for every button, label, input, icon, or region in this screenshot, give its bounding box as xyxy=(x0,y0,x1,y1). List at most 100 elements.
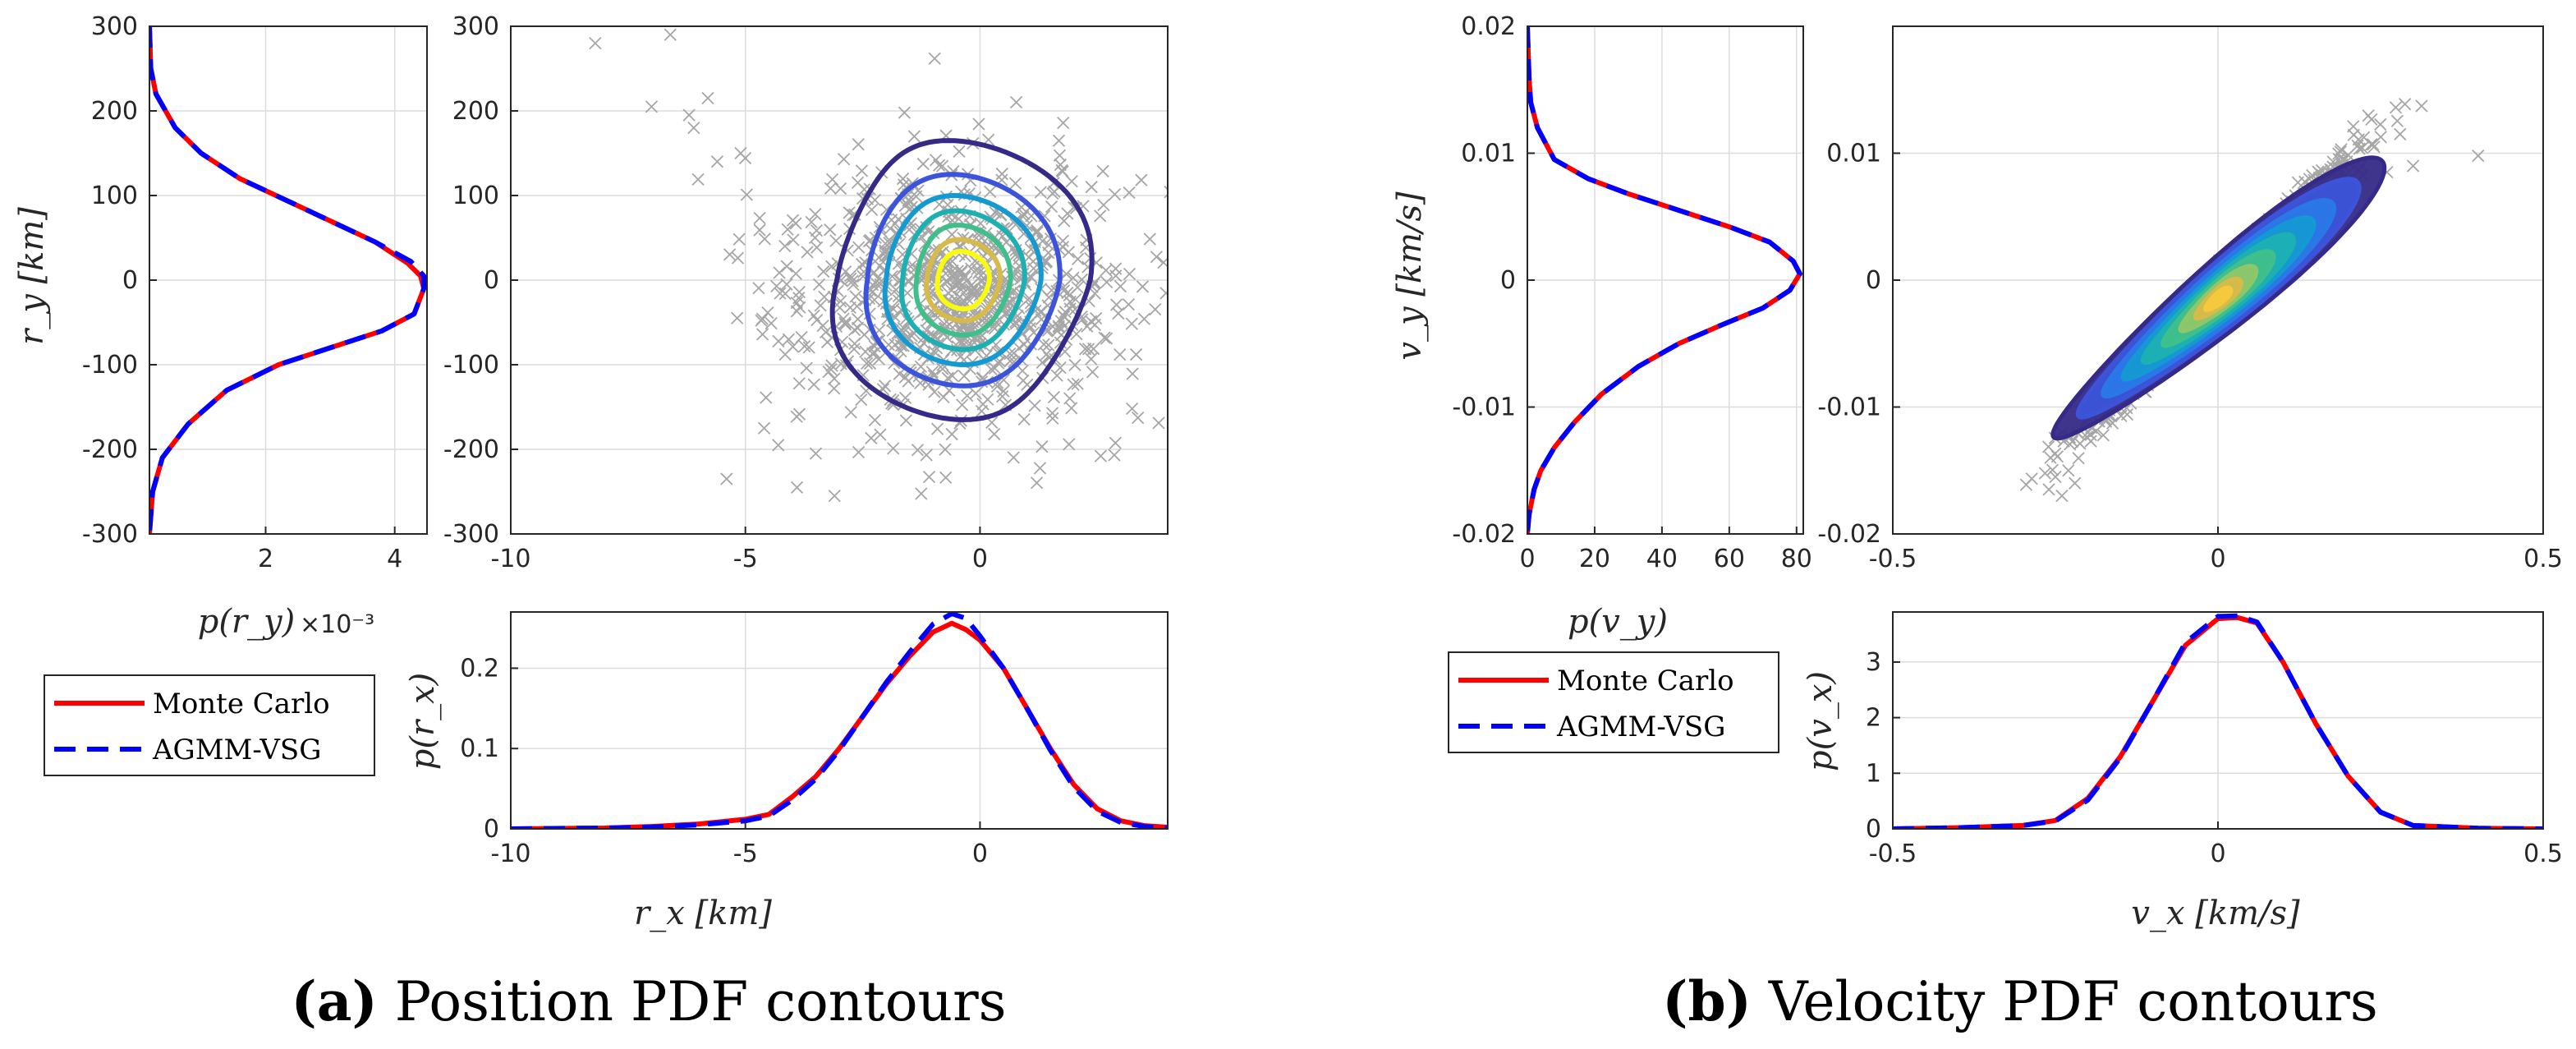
scatter-point xyxy=(1065,175,1078,188)
scatter-point xyxy=(2367,138,2380,151)
caption-b: (b) Velocity PDF contours xyxy=(1662,969,2377,1033)
scatter-point xyxy=(1053,149,1067,162)
scatter-point xyxy=(792,285,806,299)
scatter-point xyxy=(782,333,796,346)
series-line-agmm-vsg xyxy=(149,26,427,534)
scatter-point xyxy=(856,258,869,271)
scatter-point xyxy=(852,241,866,254)
scatter-point xyxy=(807,309,820,322)
scatter-point xyxy=(1040,347,1054,361)
scatter-point xyxy=(1183,382,1195,393)
x-tick-label: 0.5 xyxy=(2523,840,2563,868)
scatter-point xyxy=(1034,186,1047,199)
x-tick-label: -0.5 xyxy=(1869,545,1917,573)
scatter-point xyxy=(2062,464,2075,477)
y-tick-label: 3 xyxy=(1866,648,1881,677)
scatter-point xyxy=(898,199,911,213)
scatter-point xyxy=(2347,120,2360,133)
scatter-point xyxy=(851,176,865,189)
scatter-point xyxy=(824,223,837,237)
scatter-point xyxy=(863,357,877,370)
scatter-point xyxy=(1177,249,1188,260)
scatter-point xyxy=(939,471,953,484)
scatter-point xyxy=(758,232,771,246)
vy-axis-label: v_y [km/s] xyxy=(1391,191,1429,361)
y-tick-label: 200 xyxy=(91,97,138,126)
scatter-point xyxy=(773,266,786,279)
scatter-point xyxy=(1109,262,1123,275)
scatter-point xyxy=(1191,354,1202,366)
scatter-point xyxy=(809,447,823,460)
scatter-point xyxy=(1055,163,1068,177)
scatter-point xyxy=(910,190,923,203)
scatter-point xyxy=(778,347,792,361)
scatter-point xyxy=(1108,188,1122,201)
scatter-point xyxy=(1054,361,1067,375)
scatter-point xyxy=(2055,490,2069,503)
y-tick-label: -100 xyxy=(443,351,499,380)
y-tick-label: 2 xyxy=(1866,704,1881,733)
scatter-point xyxy=(786,214,800,227)
scatter-point xyxy=(800,361,813,375)
scatter-point xyxy=(956,398,969,412)
scatter-point xyxy=(1057,116,1070,130)
scatter-point xyxy=(2341,149,2355,162)
scatter-point xyxy=(1009,95,1023,109)
scatter-point xyxy=(953,145,966,158)
scatter-point xyxy=(1172,153,1183,164)
vx-axis-label: v_x [km/s] xyxy=(2131,895,2300,932)
p-vy-axis-label: p(v_y) xyxy=(1568,603,1668,641)
scatter-point xyxy=(710,155,724,168)
scatter-point xyxy=(828,382,841,395)
scatter-point xyxy=(1042,246,1055,260)
scatter-point xyxy=(1143,232,1156,246)
caption-b-label: (b) xyxy=(1662,969,1752,1033)
scatter-point xyxy=(1052,320,1066,334)
scatter-point xyxy=(1071,377,1084,390)
y-tick-label: 300 xyxy=(91,12,138,41)
scatter-point xyxy=(1035,440,1049,453)
scatter-point xyxy=(789,267,802,280)
scatter-point xyxy=(1100,332,1114,345)
scatter-point xyxy=(1031,226,1044,239)
scatter-point xyxy=(1125,402,1139,416)
scatter-point xyxy=(847,278,860,292)
x-tick-label: 0 xyxy=(972,840,988,868)
scatter-point xyxy=(855,393,868,407)
legend-label-monte-carlo: Monte Carlo xyxy=(153,688,330,720)
scatter-point xyxy=(772,439,785,452)
scatter-point xyxy=(732,232,746,246)
scatter-point xyxy=(809,208,822,221)
series-line-agmm-vsg xyxy=(1527,26,1802,534)
scatter-point xyxy=(1081,343,1095,356)
scatter-point xyxy=(822,365,835,379)
scatter-point xyxy=(1025,270,1038,284)
scatter-point xyxy=(1109,298,1123,311)
scatter-point xyxy=(961,389,974,403)
scatter-point xyxy=(868,293,881,306)
scatter-point xyxy=(958,270,971,283)
y-tick-label: 0.02 xyxy=(1461,12,1516,41)
scatter-point xyxy=(770,279,783,292)
scatter-point xyxy=(2415,99,2428,113)
x-tick-label: 20 xyxy=(1579,545,1610,573)
scatter-point xyxy=(1067,378,1080,391)
x-tick-label: 0 xyxy=(1519,545,1535,573)
scatter-point xyxy=(1058,214,1071,228)
y-tick-label: -200 xyxy=(443,435,499,464)
scatter-point xyxy=(1114,279,1127,293)
plot-content xyxy=(1527,26,1802,534)
caption-a-text: Position PDF contours xyxy=(378,970,1007,1033)
position-contour-plot: -10 -5 0 -300 -200 -100 0 100 200 300 xyxy=(443,12,1202,573)
scatter-point xyxy=(1056,234,1069,247)
scatter-point xyxy=(939,443,952,456)
scatter-point xyxy=(755,328,769,341)
scatter-point xyxy=(965,283,978,297)
scatter-point xyxy=(753,223,766,237)
y-tick-label: -0.02 xyxy=(1817,520,1881,549)
y-tick-label: -300 xyxy=(443,520,499,549)
contour-line xyxy=(829,138,1095,422)
scatter-point xyxy=(1063,295,1077,308)
scatter-point xyxy=(1067,271,1080,284)
